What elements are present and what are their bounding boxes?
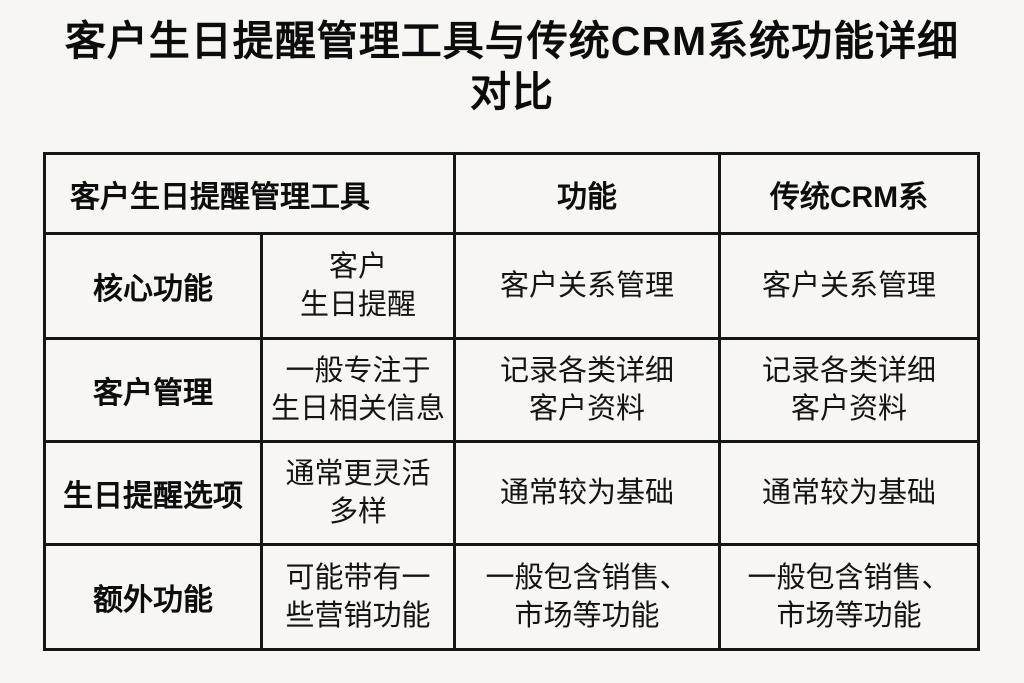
- table-row-extra-features: 额外功能 可能带有一 些营销功能 一般包含销售、 市场等功能 一般包含销售、 市…: [43, 543, 980, 651]
- column-header-tool: 客户生日提醒管理工具: [43, 152, 456, 235]
- page-title: 客户生日提醒管理工具与传统CRM系统功能详细 对比: [0, 16, 1024, 119]
- cell-tool-value: 客户 生日提醒: [260, 232, 456, 340]
- row-label: 生日提醒选项: [43, 440, 263, 546]
- cell-crm-value: 一般包含销售、 市场等功能: [718, 543, 980, 651]
- cell-tool-value: 通常更灵活 多样: [260, 440, 456, 546]
- row-label: 额外功能: [43, 543, 263, 651]
- cell-function-value: 记录各类详细 客户资料: [453, 337, 721, 443]
- page-title-line2: 对比: [470, 69, 554, 116]
- table-header-row: 客户生日提醒管理工具 功能 传统CRM系: [43, 152, 980, 235]
- page-title-line1: 客户生日提醒管理工具与传统CRM系统功能详细: [64, 18, 960, 64]
- row-label: 客户管理: [43, 337, 263, 443]
- column-header-function: 功能: [453, 152, 721, 235]
- cell-tool-value: 一般专注于 生日相关信息: [260, 337, 456, 443]
- cell-function-value: 通常较为基础: [453, 440, 721, 546]
- table-row-core-features: 核心功能 客户 生日提醒 客户关系管理 客户关系管理: [43, 232, 980, 340]
- cell-crm-value: 通常较为基础: [718, 440, 980, 546]
- comparison-table: 客户生日提醒管理工具 功能 传统CRM系 核心功能 客户 生日提醒 客户关系管理…: [43, 152, 980, 651]
- cell-function-value: 客户关系管理: [453, 232, 721, 340]
- cell-crm-value: 记录各类详细 客户资料: [718, 337, 980, 443]
- row-label: 核心功能: [43, 232, 263, 340]
- cell-function-value: 一般包含销售、 市场等功能: [453, 543, 721, 651]
- cell-crm-value: 客户关系管理: [718, 232, 980, 340]
- cell-tool-value: 可能带有一 些营销功能: [260, 543, 456, 651]
- table-row-birthday-reminder-options: 生日提醒选项 通常更灵活 多样 通常较为基础 通常较为基础: [43, 440, 980, 546]
- column-header-crm: 传统CRM系: [718, 152, 980, 235]
- table-row-customer-management: 客户管理 一般专注于 生日相关信息 记录各类详细 客户资料 记录各类详细 客户资…: [43, 337, 980, 443]
